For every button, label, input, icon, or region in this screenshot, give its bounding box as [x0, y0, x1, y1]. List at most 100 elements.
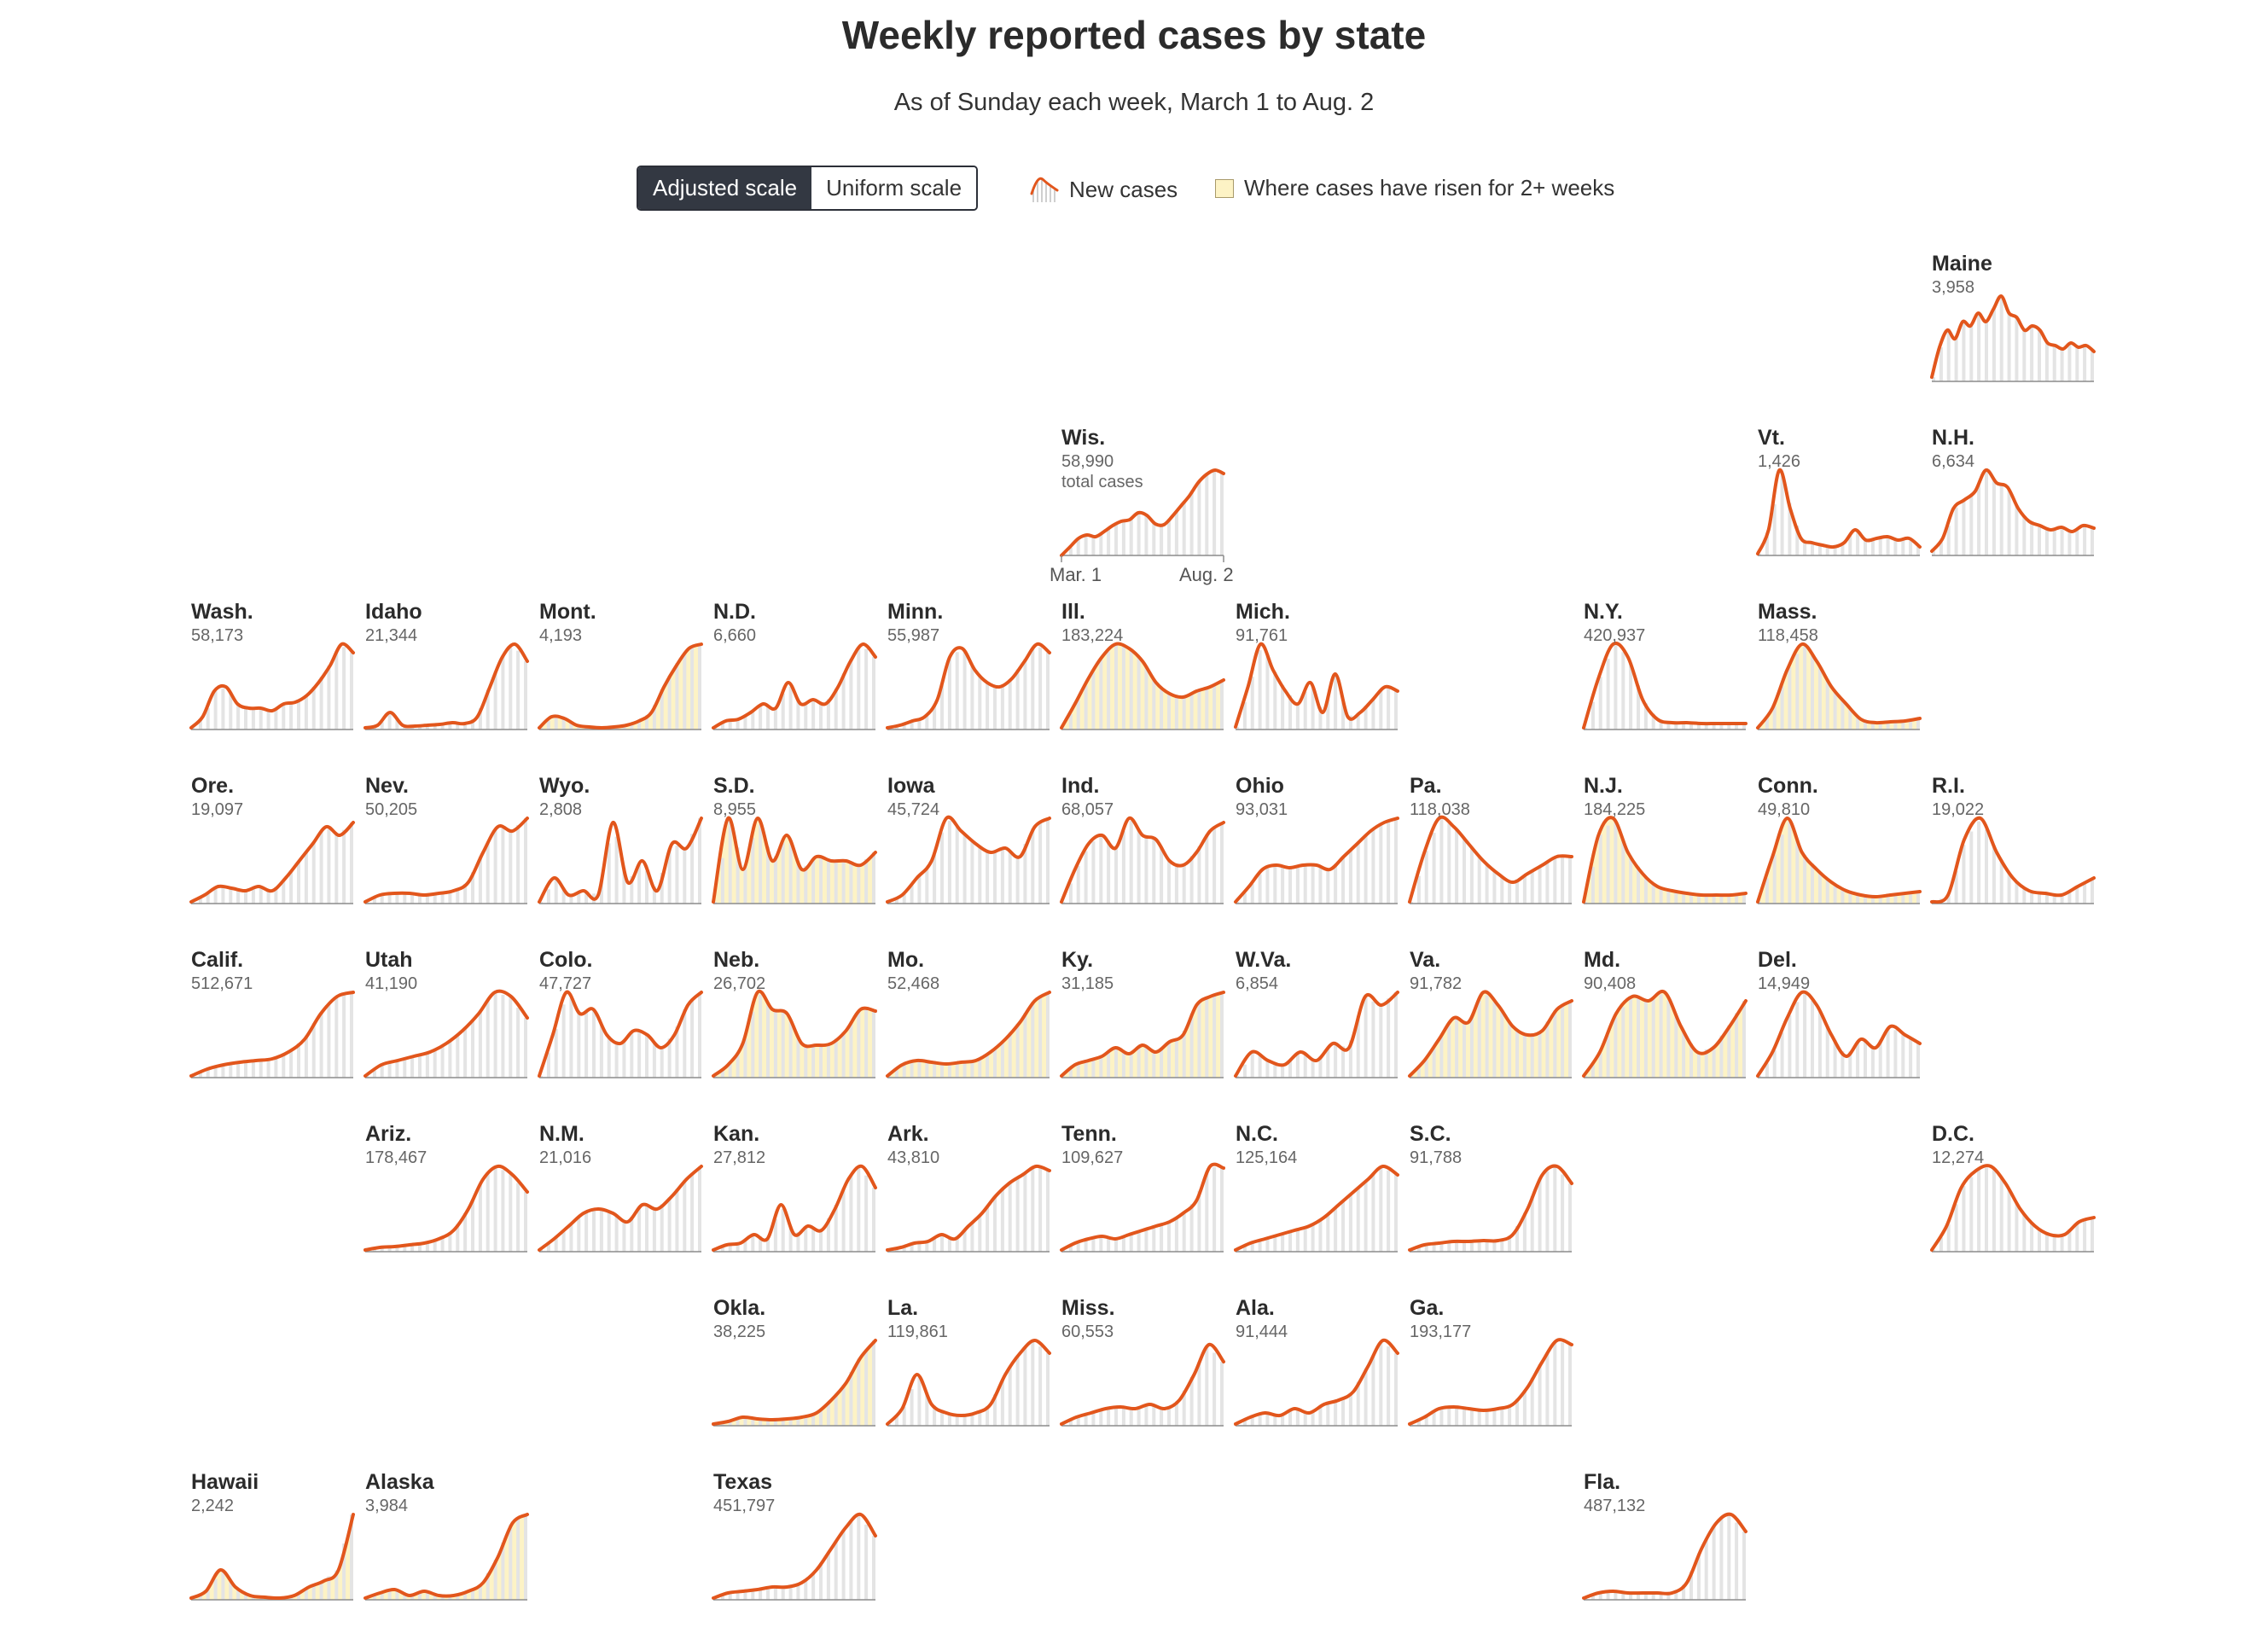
new-cases-line — [1756, 468, 1922, 555]
weekly-bar — [1341, 857, 1345, 904]
weekly-bar — [1416, 1420, 1421, 1426]
weekly-bar — [1008, 851, 1012, 904]
weekly-bar — [1121, 1051, 1125, 1078]
weekly-bar — [1236, 1076, 1239, 1078]
weekly-bar — [1999, 859, 2003, 904]
sparkline-sc — [1408, 1164, 1573, 1253]
weekly-bar — [342, 647, 346, 729]
sparkline-mass — [1756, 642, 1922, 730]
weekly-bar — [1742, 1001, 1746, 1078]
weekly-bar — [546, 721, 550, 729]
state-name: Conn. — [1758, 774, 1818, 798]
weekly-bar — [1061, 902, 1065, 904]
line-sparkline-icon — [1030, 177, 1059, 202]
weekly-bar — [2075, 1222, 2079, 1252]
weekly-bar — [2052, 1235, 2056, 1252]
weekly-bar — [1076, 865, 1080, 904]
weekly-bar — [478, 1584, 482, 1600]
weekly-bar — [1780, 686, 1784, 729]
weekly-bar — [1213, 1166, 1217, 1252]
weekly-bar — [652, 705, 656, 729]
weekly-bar — [864, 858, 869, 904]
weekly-bar — [1637, 685, 1640, 729]
weekly-bars — [887, 1167, 1050, 1252]
weekly-bar — [902, 1407, 906, 1426]
weekly-bar — [955, 827, 959, 904]
weekly-bar — [736, 719, 740, 729]
weekly-bar — [1878, 896, 1882, 904]
weekly-bar — [660, 1204, 664, 1252]
weekly-bar — [1213, 683, 1217, 729]
new-cases-line — [363, 1513, 529, 1600]
weekly-bar — [819, 1230, 823, 1252]
weekly-bar — [1288, 1061, 1292, 1078]
sparkline-hawaii — [189, 1513, 355, 1601]
weekly-bar — [1107, 840, 1111, 904]
weekly-bar — [501, 654, 505, 729]
state-tile-okla: Okla. 38,225 — [712, 1296, 877, 1450]
weekly-bar — [1962, 1186, 1966, 1252]
weekly-bar — [1129, 1052, 1133, 1078]
weekly-bar — [1303, 1227, 1307, 1252]
state-total: 21,016 — [539, 1148, 592, 1167]
weekly-bar — [1242, 1420, 1247, 1426]
weekly-bar — [1833, 546, 1837, 555]
weekly-bar — [1522, 1033, 1527, 1078]
new-cases-line — [1582, 816, 1748, 904]
weekly-bar — [993, 1196, 997, 1252]
weekly-bars — [1061, 992, 1224, 1078]
weekly-bar — [311, 1023, 316, 1078]
state-tile-ri: R.I. 19,022 — [1930, 774, 2096, 927]
weekly-bar — [2038, 330, 2041, 381]
weekly-bar — [1220, 992, 1224, 1078]
sparkline-md — [1582, 989, 1748, 1078]
weekly-bars — [1584, 1514, 1746, 1600]
weekly-bar — [1674, 1590, 1678, 1600]
weekly-bar — [667, 675, 672, 729]
weekly-bar — [1394, 1353, 1398, 1426]
weekly-bar — [448, 1596, 452, 1600]
weekly-bar — [1992, 309, 1996, 381]
weekly-bar — [698, 1166, 701, 1252]
uniform-scale-button[interactable]: Uniform scale — [811, 167, 977, 209]
adjusted-scale-button[interactable]: Adjusted scale — [638, 167, 812, 209]
weekly-bar — [773, 856, 777, 904]
weekly-bar — [539, 902, 543, 904]
new-cases-line — [1408, 1338, 1573, 1426]
weekly-bar — [311, 1584, 316, 1600]
weekly-bar — [1825, 878, 1829, 904]
weekly-bar — [229, 887, 233, 904]
weekly-bar — [1553, 1010, 1557, 1078]
weekly-bar — [2022, 886, 2027, 904]
weekly-bar — [796, 1417, 800, 1426]
weekly-bar — [2067, 1229, 2072, 1252]
weekly-bars — [713, 1168, 875, 1252]
weekly-bar — [1803, 539, 1807, 555]
sparkline-wash — [189, 642, 355, 730]
weekly-bar — [1659, 994, 1663, 1078]
weekly-bar — [1477, 1410, 1481, 1426]
weekly-bar — [1463, 838, 1466, 904]
weekly-bar — [1205, 834, 1209, 904]
weekly-bar — [1326, 695, 1330, 729]
weekly-bar — [524, 1192, 527, 1252]
weekly-bar — [1258, 1415, 1262, 1426]
weekly-bar — [2030, 326, 2034, 381]
new-cases-line — [712, 1164, 877, 1252]
weekly-bar — [993, 851, 997, 904]
weekly-bar — [962, 1229, 967, 1252]
weekly-bar — [1553, 1166, 1557, 1252]
state-name: Colo. — [539, 948, 593, 972]
new-cases-line — [538, 1165, 703, 1252]
weekly-bar — [1213, 827, 1217, 904]
weekly-bar — [1167, 861, 1171, 904]
weekly-bar — [1015, 669, 1020, 729]
weekly-bar — [561, 1231, 566, 1252]
weekly-bar — [614, 836, 619, 904]
weekly-bar — [1258, 1241, 1262, 1252]
new-cases-line — [712, 989, 877, 1078]
weekly-bar — [2067, 890, 2072, 904]
weekly-bar — [781, 842, 785, 904]
weekly-bar — [1295, 1229, 1300, 1252]
state-tile-wyo: Wyo. 2,808 — [538, 774, 703, 927]
